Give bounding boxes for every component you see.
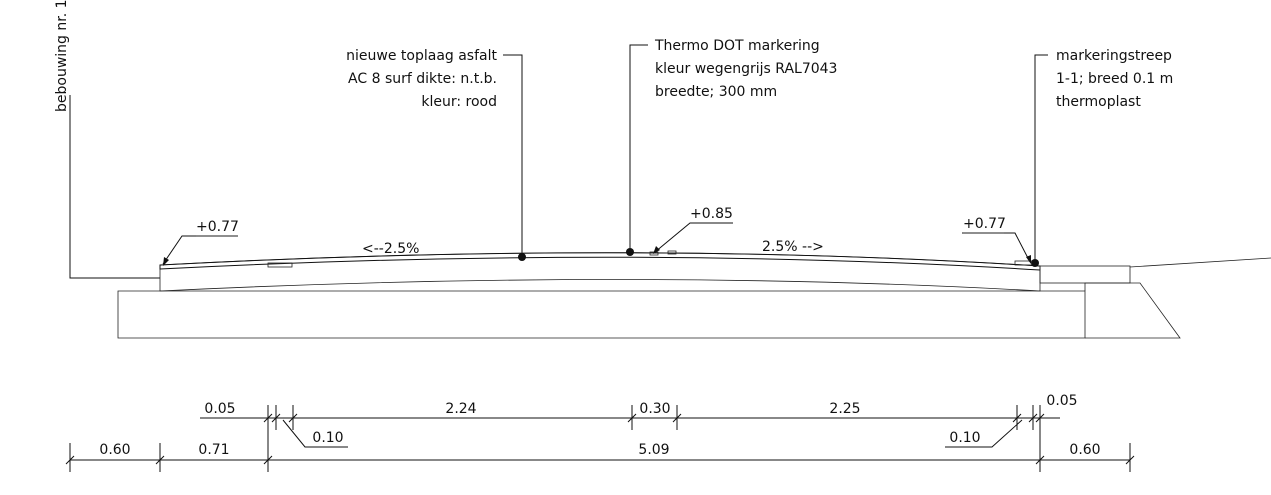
note-line: kleur wegengrijs RAL7043 [655, 61, 837, 77]
slope: <--2.5% [362, 241, 419, 257]
dimension: 2.25 [829, 401, 860, 417]
note-line: nieuwe toplaag asfalt [346, 48, 497, 64]
dimension: 0.10 [312, 430, 343, 446]
dimension-lines [65, 405, 1135, 472]
dimension-texts: 0.05 2.24 0.30 2.25 0.05 0.10 0.10 0.60 … [99, 393, 1100, 458]
foundation [117, 282, 1181, 339]
building-label: bebouwing nr. 172 [54, 0, 70, 112]
terrain [69, 95, 1271, 279]
dimension: 0.71 [198, 442, 229, 458]
note-line: thermoplast [1056, 94, 1141, 110]
note-line: AC 8 surf dikte: n.t.b. [348, 71, 497, 87]
note-texts: nieuwe toplaag asfalt AC 8 surf dikte: n… [196, 38, 1173, 257]
note-line: Thermo DOT markering [654, 38, 820, 54]
dimension: 2.24 [445, 401, 476, 417]
elevation: +0.77 [196, 219, 239, 235]
dimension: 0.10 [949, 430, 980, 446]
elevation: +0.85 [690, 206, 733, 222]
dimension: 0.60 [99, 442, 130, 458]
dimension: 0.60 [1069, 442, 1100, 458]
pavement [159, 250, 1131, 292]
note-line: kleur: rood [421, 94, 497, 110]
dimension: 5.09 [638, 442, 669, 458]
elevation-underline [196, 232, 1004, 237]
slope: 2.5% --> [762, 239, 824, 255]
dimension: 0.30 [639, 401, 670, 417]
dimension: 0.05 [204, 401, 235, 417]
note-line: 1-1; breed 0.1 m [1056, 71, 1173, 87]
note-line: markeringstreep [1056, 48, 1172, 64]
elevation: +0.77 [963, 216, 1006, 232]
note-line: breedte; 300 mm [655, 84, 777, 100]
dimension: 0.05 [1046, 393, 1077, 409]
leaders [162, 44, 1048, 267]
